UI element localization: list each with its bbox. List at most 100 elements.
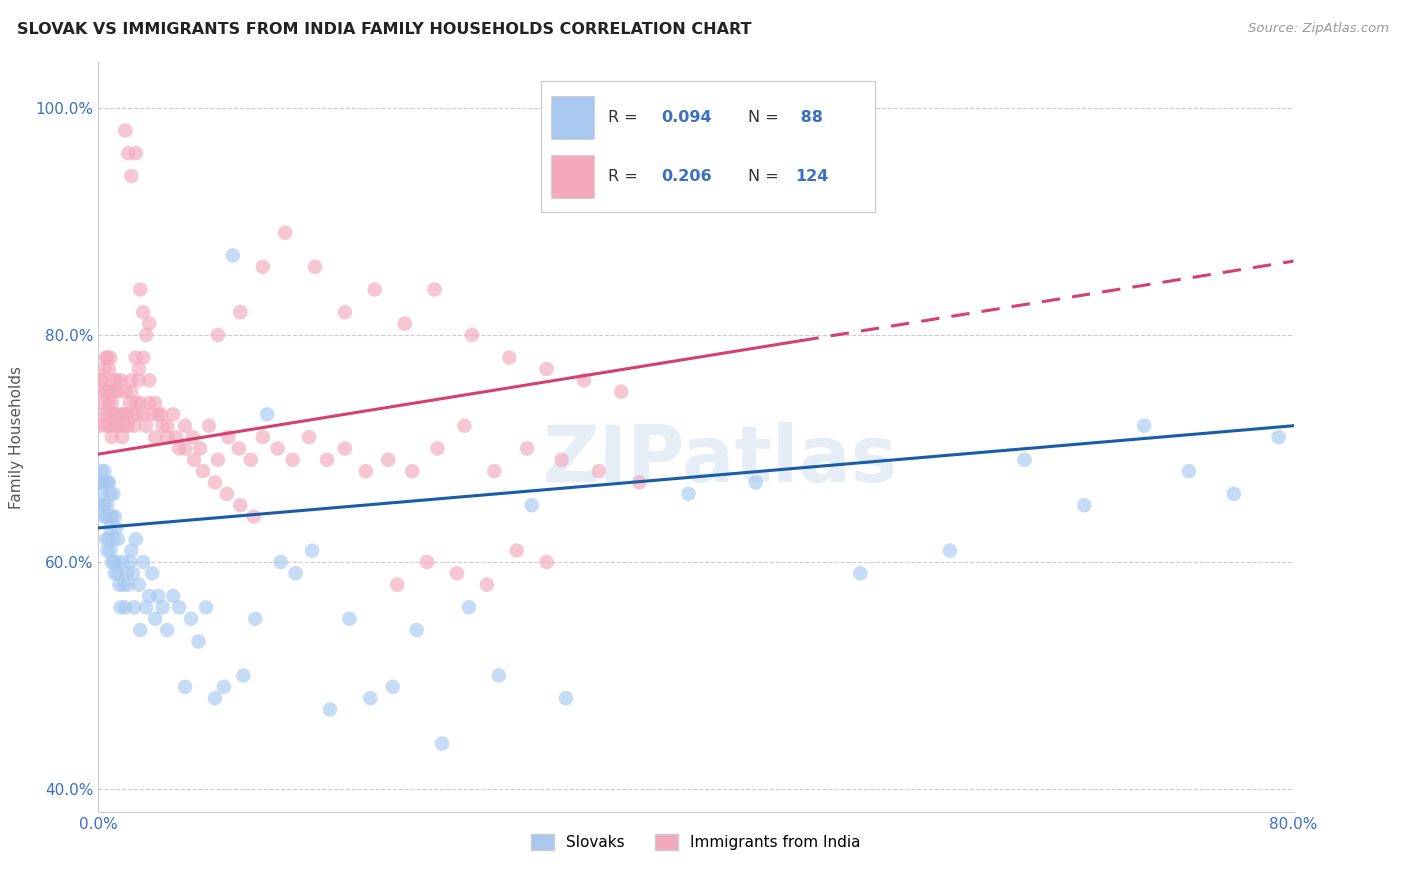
Point [132, 408, 155, 422]
Point [128, 362, 150, 376]
Point [91, 408, 114, 422]
Point [128, 577, 150, 591]
Point [939, 543, 962, 558]
Point [1073, 498, 1095, 512]
Point [156, 418, 179, 433]
Point [110, 373, 132, 387]
Point [426, 442, 449, 456]
Point [124, 600, 146, 615]
Point [143, 396, 166, 410]
Point [94, 533, 117, 547]
Point [103, 408, 125, 422]
Point [229, 498, 252, 512]
Point [458, 600, 481, 615]
Point [188, 442, 211, 456]
Point [117, 418, 139, 433]
Point [152, 418, 174, 433]
Point [117, 577, 139, 591]
Point [94, 351, 117, 365]
Point [162, 408, 184, 422]
Point [115, 566, 138, 581]
Point [301, 543, 323, 558]
Point [252, 430, 274, 444]
Point [152, 600, 174, 615]
Point [446, 566, 468, 581]
Point [745, 475, 768, 490]
Point [96, 475, 118, 490]
Point [135, 418, 157, 433]
Point [101, 396, 124, 410]
Point [129, 396, 152, 410]
Point [394, 317, 416, 331]
Point [180, 612, 202, 626]
Point [103, 373, 125, 387]
Point [229, 305, 252, 319]
Point [536, 362, 558, 376]
Point [416, 555, 439, 569]
Text: SLOVAK VS IMMIGRANTS FROM INDIA FAMILY HOUSEHOLDS CORRELATION CHART: SLOVAK VS IMMIGRANTS FROM INDIA FAMILY H… [17, 22, 751, 37]
Point [94, 475, 117, 490]
Point [91, 373, 114, 387]
Point [245, 612, 267, 626]
Point [97, 396, 120, 410]
Point [103, 555, 125, 569]
Point [101, 509, 124, 524]
Point [381, 680, 404, 694]
Point [191, 464, 214, 478]
Point [118, 396, 141, 410]
Point [104, 566, 127, 581]
Point [222, 248, 245, 262]
Point [488, 668, 510, 682]
Point [111, 555, 134, 569]
Point [93, 498, 115, 512]
Point [105, 408, 128, 422]
Point [128, 373, 150, 387]
Point [198, 418, 221, 433]
Point [135, 600, 157, 615]
Point [174, 418, 197, 433]
Point [124, 418, 146, 433]
Point [97, 418, 120, 433]
Point [90, 487, 112, 501]
Point [96, 498, 118, 512]
Point [120, 169, 142, 183]
Point [475, 577, 498, 591]
Point [401, 464, 423, 478]
Point [516, 442, 538, 456]
Point [143, 430, 166, 444]
Point [212, 680, 235, 694]
Point [156, 623, 179, 637]
Point [97, 362, 120, 376]
Point [1133, 418, 1156, 433]
Point [118, 555, 141, 569]
Point [129, 283, 152, 297]
Point [520, 498, 543, 512]
Point [1014, 452, 1036, 467]
Point [1267, 430, 1289, 444]
Point [104, 384, 127, 399]
Point [105, 373, 128, 387]
Point [319, 702, 342, 716]
Point [105, 555, 128, 569]
Point [284, 566, 307, 581]
Point [94, 384, 117, 399]
Point [138, 589, 160, 603]
Point [125, 533, 148, 547]
Point [89, 475, 111, 490]
Point [93, 464, 115, 478]
Point [121, 566, 143, 581]
Point [174, 680, 197, 694]
Point [256, 408, 278, 422]
Point [461, 327, 484, 342]
Point [98, 543, 122, 558]
Point [93, 509, 115, 524]
Point [162, 589, 184, 603]
Point [678, 487, 700, 501]
Point [141, 566, 163, 581]
Point [204, 691, 226, 706]
Point [187, 634, 209, 648]
Point [105, 521, 128, 535]
Point [304, 260, 326, 274]
Point [484, 464, 506, 478]
Point [354, 464, 377, 478]
